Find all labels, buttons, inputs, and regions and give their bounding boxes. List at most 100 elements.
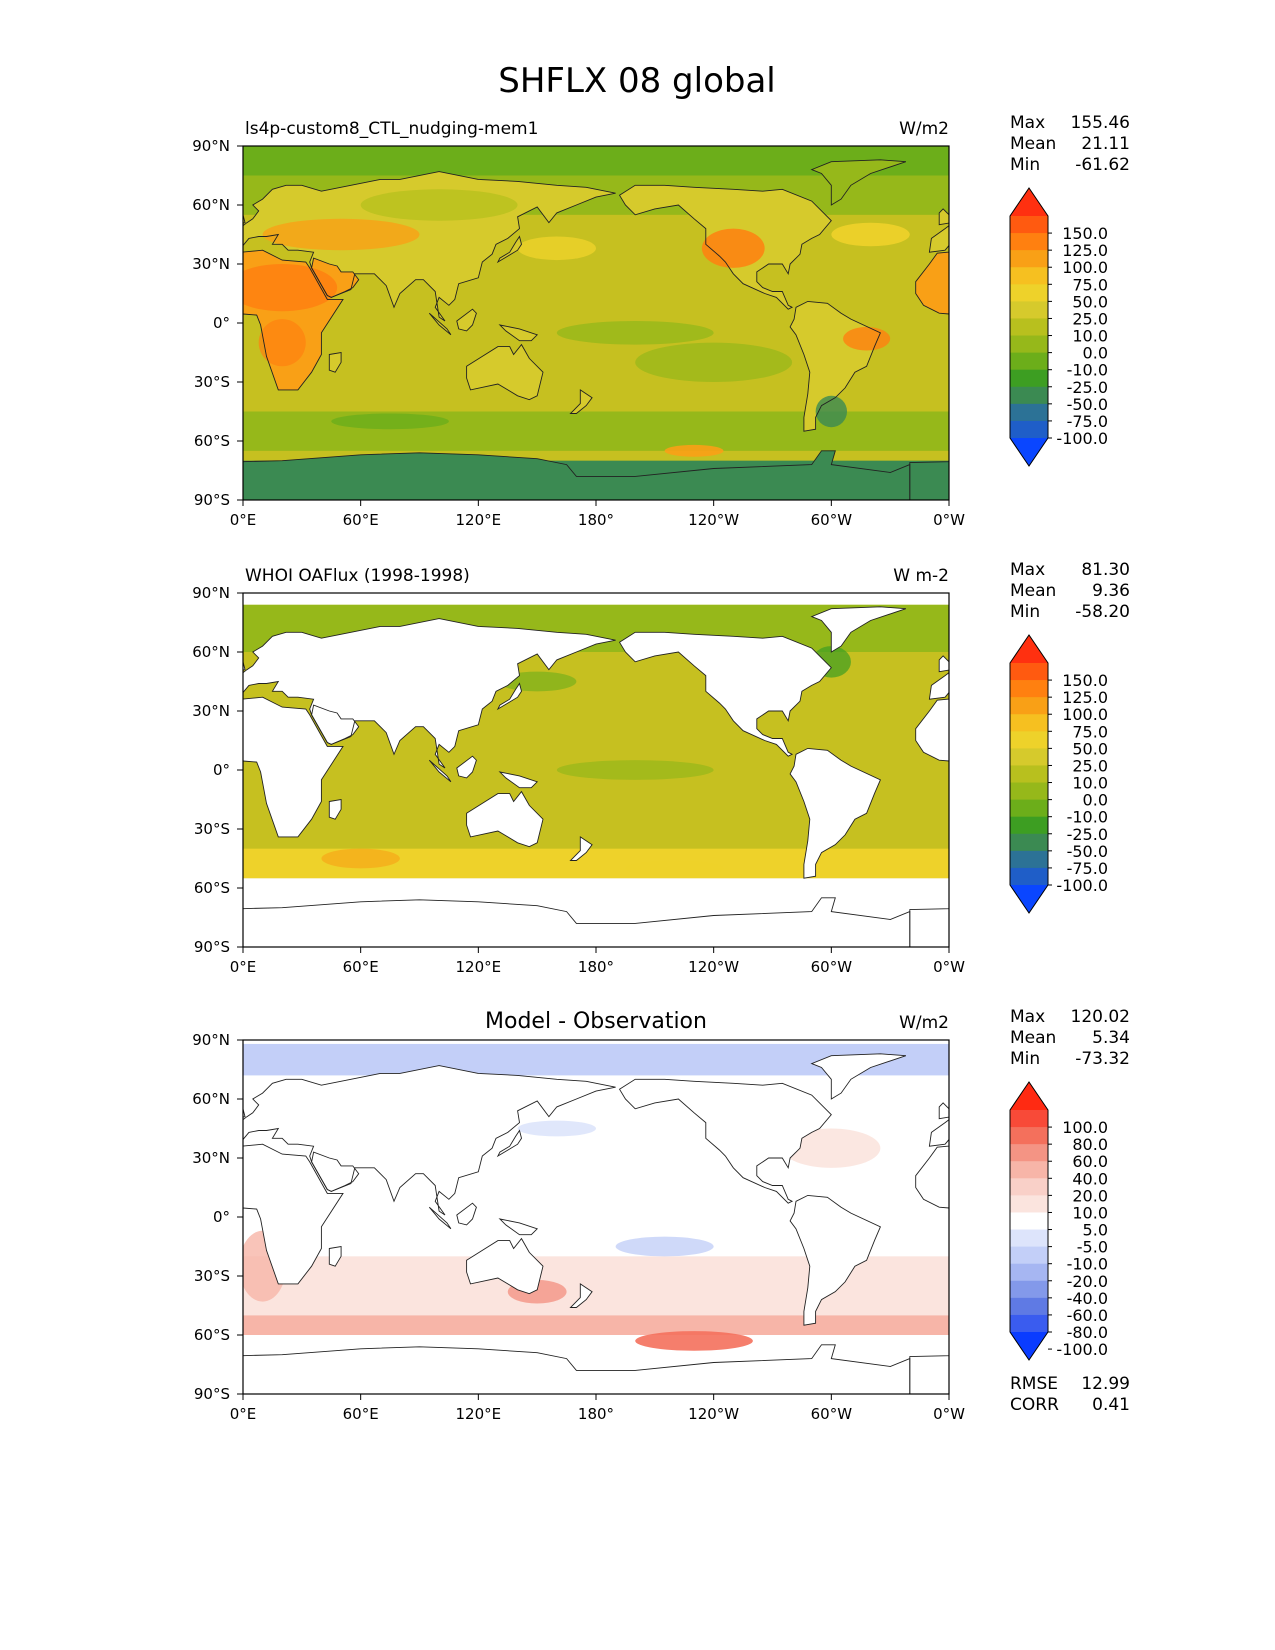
panel-units: W/m2: [899, 119, 949, 139]
x-tick-label: 0°E: [230, 511, 257, 529]
coastline-madagascar: [328, 1245, 342, 1267]
panel-title: Model - Observation: [485, 1009, 707, 1034]
x-tick-label: 180°: [578, 1405, 614, 1423]
coastline-africa: [243, 1143, 344, 1285]
stat-value-min: -73.32: [1075, 1049, 1130, 1069]
field-npac: [517, 236, 596, 261]
coastline-north-america: [618, 631, 832, 757]
land-australia: [466, 791, 543, 847]
colorbar-label: 60.0: [1072, 1152, 1108, 1171]
y-tick-label: 0°: [213, 314, 230, 332]
land-sumatra: [1135, 1207, 1157, 1229]
land-sumatra: [1135, 313, 1157, 335]
colorbar-label: 5.0: [1083, 1221, 1108, 1240]
land-fill: [811, 159, 906, 205]
land-fill: [243, 450, 949, 500]
land-japan: [1204, 237, 1228, 263]
coastline-australia: [466, 343, 544, 401]
colorbar-label: -25.0: [1067, 825, 1108, 844]
coastline-new-zealand: [569, 389, 593, 414]
x-tick-label: 180°: [578, 958, 614, 976]
field-patagonia: [815, 395, 848, 428]
colorbar-segment: [1010, 1263, 1048, 1282]
colorbar-segment: [1010, 867, 1048, 886]
land-eurasia: [929, 225, 949, 253]
colorbar-label: 0.0: [1083, 791, 1108, 810]
coastline-antarctica: [909, 461, 949, 500]
x-tick-label: 120°W: [688, 511, 739, 529]
colorbar-extend-min: [1010, 1332, 1048, 1360]
colorbar-extend-max: [1010, 188, 1048, 216]
coastlines: [243, 606, 1250, 947]
colorbar-label: 10.0: [1072, 774, 1108, 793]
colorbar-segment: [1010, 335, 1048, 354]
colorbar-label: 20.0: [1072, 1186, 1108, 1205]
coastline-africa: [915, 698, 949, 762]
stat-label-mean: Mean: [1010, 134, 1056, 154]
coastline-borneo: [1163, 756, 1183, 778]
y-tick-label: 30°N: [192, 702, 230, 720]
y-tick-label: 30°S: [194, 373, 230, 391]
land-new-zealand: [570, 836, 593, 861]
x-tick-label: 60°E: [343, 1405, 379, 1423]
panel-difference: 0°E 60°E 120°E 180° 120°W 60°W 0°W 90°N 60°N 30°N…: [192, 1007, 1250, 1423]
field-natl: [782, 1128, 881, 1168]
land-madagascar: [329, 1246, 342, 1267]
x-tick-label: 0°E: [230, 1405, 257, 1423]
field-s-africa: [258, 319, 306, 367]
colorbar-label: 125.0: [1062, 688, 1108, 707]
land-greenland: [811, 159, 906, 205]
land-borneo: [1163, 309, 1183, 331]
stat-label-min: Min: [1010, 602, 1040, 622]
coastline-arabia: [311, 1151, 360, 1192]
colorbar-label: -100.0: [1056, 876, 1108, 895]
coastline-uk: [938, 655, 949, 673]
colorbar-segment: [1010, 369, 1048, 388]
coastline-borneo: [456, 755, 477, 779]
stat-value-rmse: 12.99: [1081, 1374, 1130, 1394]
stat-label-max: Max: [1010, 1007, 1045, 1027]
colorbar-segment: [1010, 250, 1048, 268]
coastline-africa: [915, 1145, 949, 1209]
colorbar-label: -50.0: [1067, 395, 1108, 414]
y-tick-label: 30°N: [192, 1149, 230, 1167]
stat-label-max: Max: [1010, 113, 1045, 133]
y-tick-label: 30°S: [194, 820, 230, 838]
panel-units: W/m2: [899, 1013, 949, 1033]
y-tick-label: 90°S: [194, 491, 230, 509]
field-se-pacific: [635, 342, 793, 383]
field-sw-usa: [701, 228, 765, 268]
colorbar-extend-max: [1010, 1082, 1048, 1110]
colorbar-label: 100.0: [1062, 705, 1108, 724]
colorbar-segment: [1010, 782, 1048, 801]
coastline-australia: [1173, 792, 1250, 847]
colorbar-label: 50.0: [1072, 292, 1108, 311]
stat-label-mean: Mean: [1010, 1028, 1056, 1048]
field-eq-pacific: [556, 760, 714, 780]
colorbar-label: 150.0: [1062, 224, 1108, 243]
coastline-australia: [1173, 345, 1250, 400]
land-new-zealand: [570, 389, 593, 414]
x-tick-label: 0°E: [230, 958, 257, 976]
stat-label-rmse: RMSE: [1010, 1374, 1058, 1394]
coastline-africa: [915, 251, 949, 315]
coastline-australia: [1173, 1239, 1250, 1294]
coastline-japan: [1204, 237, 1228, 263]
stat-label-min: Min: [1010, 155, 1040, 175]
colorbar-label: 40.0: [1072, 1169, 1108, 1188]
x-tick-label: 60°W: [811, 511, 853, 529]
colorbar-label: 25.0: [1072, 309, 1108, 328]
coastline-arabia: [311, 257, 360, 298]
field-siberia: [360, 189, 518, 221]
coastline-borneo: [1163, 1203, 1183, 1225]
y-tick-label: 60°N: [192, 1090, 230, 1108]
coastline-sumatra: [1135, 760, 1157, 782]
colorbar-segment: [1010, 697, 1048, 715]
colorbar-segment: [1010, 1246, 1048, 1265]
coastline-australia: [466, 790, 544, 848]
coastline-uk: [938, 1102, 949, 1120]
coastline-new-zealand: [569, 1283, 593, 1308]
y-tick-label: 60°S: [194, 1326, 230, 1344]
coastline-new-guinea: [498, 1218, 539, 1236]
x-tick-label: 180°: [578, 511, 614, 529]
